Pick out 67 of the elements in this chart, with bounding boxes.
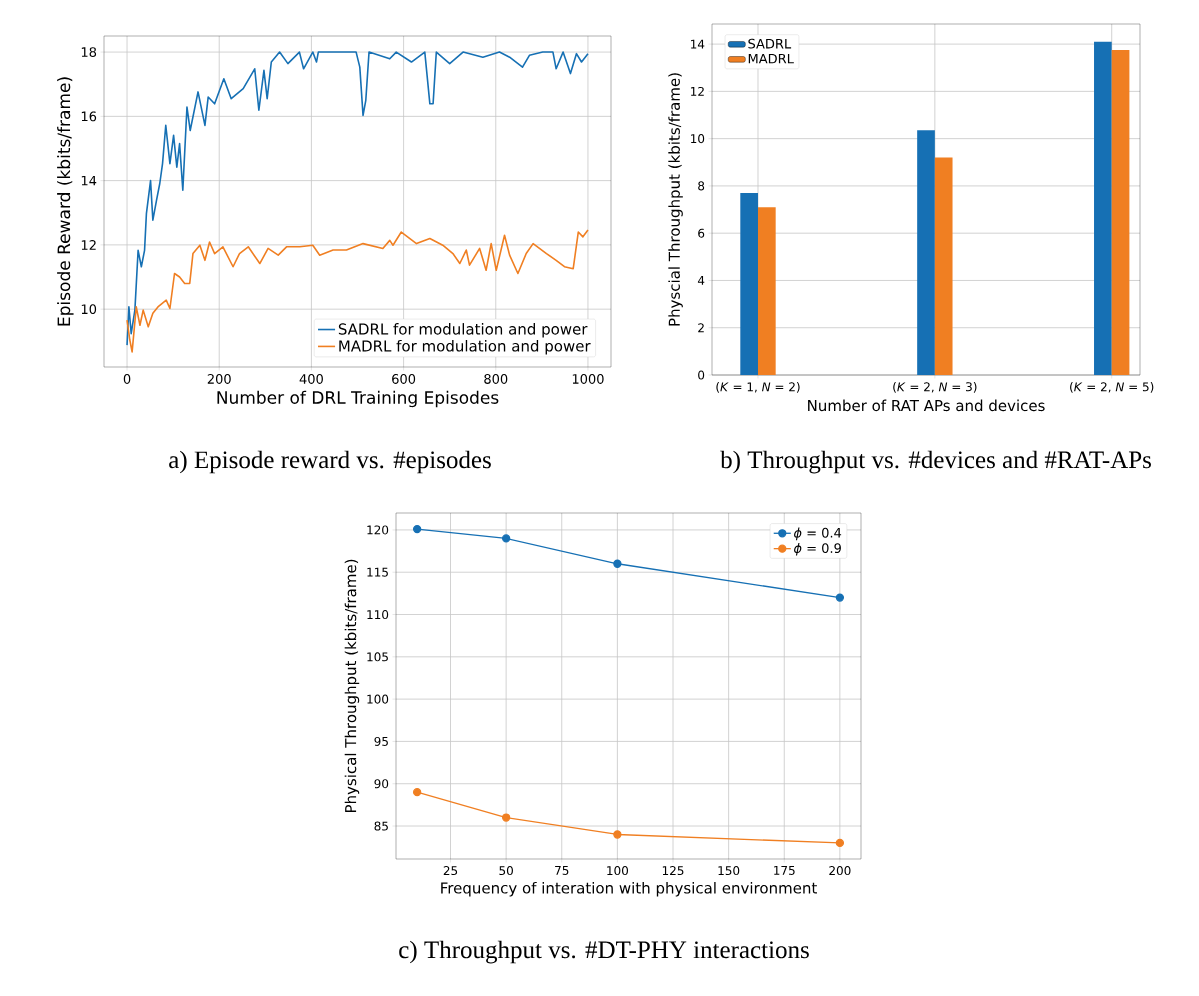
point xyxy=(835,593,845,602)
x-tick-label: 200 xyxy=(829,866,851,876)
y-tick-label: 105 xyxy=(367,652,388,662)
bar xyxy=(740,193,758,376)
legend-label: MADRL xyxy=(748,53,794,64)
point xyxy=(412,788,422,797)
x-axis-title: Number of RAT APs and devices xyxy=(808,399,1045,412)
y-tick-label: 10 xyxy=(81,304,97,315)
y-axis-title: Physical Throughput (kbits/frame) xyxy=(344,559,360,813)
x-tick-label: 125 xyxy=(662,866,684,876)
y-tick-label: 90 xyxy=(374,779,389,789)
legend-label: SADRL xyxy=(748,38,792,49)
x-tick-label: 800 xyxy=(484,374,508,384)
x-tick-label: 100 xyxy=(607,866,629,876)
bar xyxy=(1111,50,1130,376)
x-tick-label: (K = 2, N = 3) xyxy=(893,382,977,393)
bar xyxy=(917,130,935,376)
point xyxy=(412,524,422,534)
line-series xyxy=(126,229,589,353)
y-tick-label: 12 xyxy=(81,240,96,250)
legend-label: MADRL for modulation and power xyxy=(339,339,591,355)
legend-label: SADRL for modulation and power xyxy=(338,323,588,338)
point xyxy=(501,813,511,822)
x-tick-label: 75 xyxy=(555,866,569,875)
y-axis-title: Episode Reward (kbits/frame) xyxy=(57,77,74,326)
bar xyxy=(1094,41,1112,376)
bar xyxy=(934,157,953,376)
legend-label: ϕ = 0.9 xyxy=(794,542,841,556)
x-tick-label: (K = 1, N = 2) xyxy=(716,382,800,393)
y-tick-label: 120 xyxy=(367,525,389,535)
point xyxy=(613,559,622,568)
x-tick-label: 400 xyxy=(299,374,323,384)
y-tick-label: 4 xyxy=(697,276,705,285)
y-tick-label: 115 xyxy=(367,567,388,577)
x-tick-label: 200 xyxy=(207,374,231,384)
x-tick-label: 175 xyxy=(774,866,795,875)
x-tick-label: 25 xyxy=(443,866,458,876)
y-tick-label: 10 xyxy=(691,134,705,144)
y-tick-label: 12 xyxy=(691,86,704,96)
y-tick-label: 85 xyxy=(374,821,388,831)
y-tick-label: 14 xyxy=(81,175,97,186)
bar xyxy=(757,207,776,376)
text: b) Throughput vs. #devices and #RAT-APs xyxy=(720,450,1151,474)
y-tick-label: 18 xyxy=(81,47,97,57)
y-axis-title: Physcial Throughput (kbits/frame) xyxy=(668,73,683,326)
y-tick-label: 6 xyxy=(698,228,705,238)
x-tick-label: 150 xyxy=(718,866,740,876)
x-axis-title: Frequency of interation with physical environment xyxy=(441,882,817,897)
y-tick-label: 95 xyxy=(374,736,388,746)
point xyxy=(501,534,511,543)
x-tick-label: (K = 2, N = 5) xyxy=(1070,382,1154,393)
x-tick-label: 1000 xyxy=(572,374,604,384)
y-tick-label: 100 xyxy=(367,694,389,704)
y-tick-label: 110 xyxy=(367,609,389,620)
y-tick-label: 16 xyxy=(81,111,97,122)
x-tick-label: 600 xyxy=(392,374,416,384)
y-tick-label: 2 xyxy=(698,323,704,333)
y-tick-label: 8 xyxy=(698,181,705,191)
x-tick-label: 0 xyxy=(123,374,131,384)
x-axis-title: Number of DRL Training Episodes xyxy=(217,390,499,408)
legend-label: ϕ = 0.4 xyxy=(794,527,842,541)
point xyxy=(835,838,845,848)
x-tick-label: 50 xyxy=(499,866,513,876)
point xyxy=(613,830,622,839)
y-tick-label: 14 xyxy=(691,39,705,49)
text: c) Throughput vs. #DT-PHY interactions xyxy=(399,940,809,964)
text: a) Episode reward vs. #episodes xyxy=(169,450,491,474)
